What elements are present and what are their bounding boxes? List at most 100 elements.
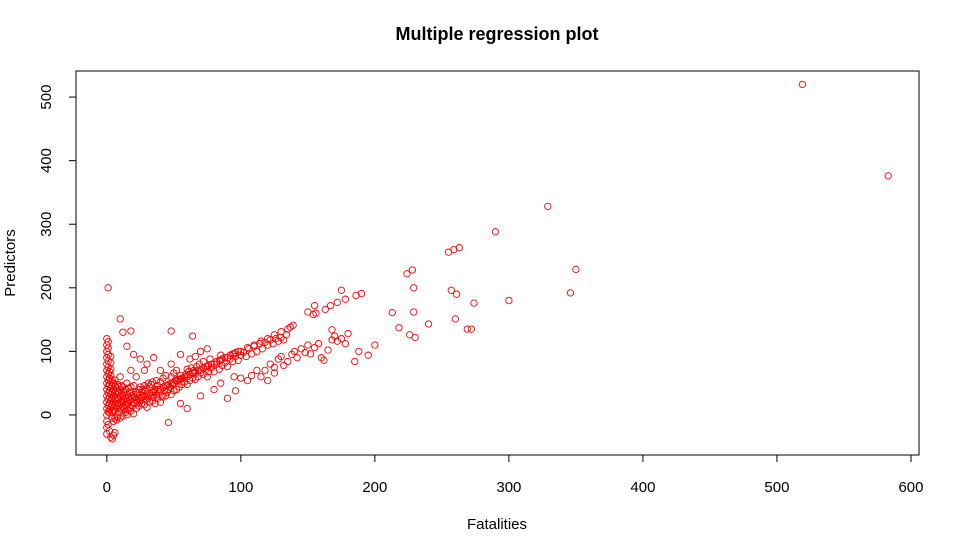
data-point — [183, 380, 191, 389]
data-point — [164, 418, 173, 427]
data-point — [205, 368, 213, 376]
data-point — [188, 332, 197, 340]
data-point — [123, 379, 131, 387]
data-point — [140, 382, 149, 390]
data-point — [151, 385, 159, 394]
y-tick-label: 0 — [38, 411, 55, 419]
data-point — [328, 336, 336, 344]
x-tick-label: 0 — [103, 479, 111, 496]
x-tick-label: 600 — [898, 479, 923, 496]
data-point — [132, 388, 140, 396]
data-point — [282, 331, 291, 339]
data-point — [176, 350, 185, 359]
data-point — [187, 364, 195, 372]
data-point — [243, 376, 252, 385]
data-point — [116, 373, 124, 381]
plot-frame — [75, 70, 920, 456]
data-point — [408, 266, 417, 274]
data-point — [274, 355, 283, 363]
x-tick-label: 100 — [228, 479, 253, 496]
data-point — [162, 392, 170, 400]
data-point — [317, 354, 325, 362]
data-point — [403, 270, 411, 278]
data-point — [257, 373, 265, 381]
data-point — [884, 172, 892, 180]
data-point — [132, 373, 140, 381]
data-point — [306, 350, 315, 358]
x-tick-label: 300 — [496, 479, 521, 496]
data-point — [326, 301, 335, 310]
data-point — [108, 376, 116, 384]
x-axis-label: Fatalities — [467, 516, 527, 533]
data-point — [277, 352, 285, 361]
data-point — [195, 360, 203, 368]
data-point — [191, 352, 199, 361]
data-point — [196, 347, 205, 356]
data-point — [266, 360, 274, 368]
data-point — [196, 392, 205, 400]
data-point — [174, 375, 182, 383]
data-point — [167, 373, 175, 381]
data-point — [217, 379, 225, 387]
chart-title: Multiple regression plot — [395, 24, 598, 44]
y-tick-label: 400 — [38, 148, 55, 173]
data-point — [116, 315, 124, 323]
data-point — [179, 374, 187, 382]
data-point — [115, 382, 123, 390]
data-point — [444, 248, 453, 256]
data-point — [352, 291, 360, 300]
data-point — [136, 355, 144, 363]
data-point — [253, 366, 261, 375]
data-point — [170, 369, 178, 377]
data-point — [139, 393, 147, 401]
data-point — [140, 366, 149, 375]
data-point — [123, 342, 131, 350]
x-tick-label: 400 — [630, 479, 655, 496]
data-point — [344, 329, 352, 338]
data-point — [203, 373, 211, 381]
data-point — [280, 361, 288, 370]
data-point — [341, 340, 350, 348]
data-point — [410, 284, 418, 292]
data-point — [129, 382, 138, 390]
data-point — [301, 348, 309, 357]
data-point — [491, 228, 500, 236]
data-point — [333, 337, 341, 345]
y-tick-label: 300 — [38, 212, 55, 237]
data-point — [223, 362, 232, 371]
data-point — [176, 399, 185, 408]
data-point — [217, 351, 225, 359]
y-tick-label: 200 — [38, 275, 55, 300]
data-point — [351, 357, 359, 366]
data-point — [107, 352, 115, 361]
data-point — [452, 290, 461, 298]
data-point — [314, 340, 323, 348]
data-point — [109, 407, 118, 415]
data-point — [277, 328, 285, 336]
data-point — [155, 388, 163, 396]
data-point — [337, 335, 346, 343]
data-point — [505, 296, 513, 305]
data-point — [199, 357, 207, 366]
data-point — [180, 378, 189, 386]
data-point — [182, 370, 190, 378]
data-point — [411, 333, 419, 342]
data-point — [119, 328, 127, 336]
data-points — [103, 80, 892, 443]
data-point — [108, 435, 116, 443]
data-point — [167, 360, 175, 368]
data-point — [270, 331, 279, 339]
data-point — [544, 202, 552, 211]
data-point — [284, 325, 292, 333]
y-tick-label: 500 — [38, 85, 55, 110]
data-point — [357, 289, 366, 298]
x-tick-label: 200 — [362, 479, 387, 496]
x-axis: 0 100 200 300 400 500 600 — [103, 454, 923, 496]
data-point — [172, 366, 181, 375]
data-point — [321, 305, 329, 314]
data-point — [270, 363, 279, 371]
data-point — [231, 387, 240, 395]
data-point — [104, 284, 112, 292]
data-point — [463, 325, 471, 333]
data-point — [237, 351, 245, 359]
